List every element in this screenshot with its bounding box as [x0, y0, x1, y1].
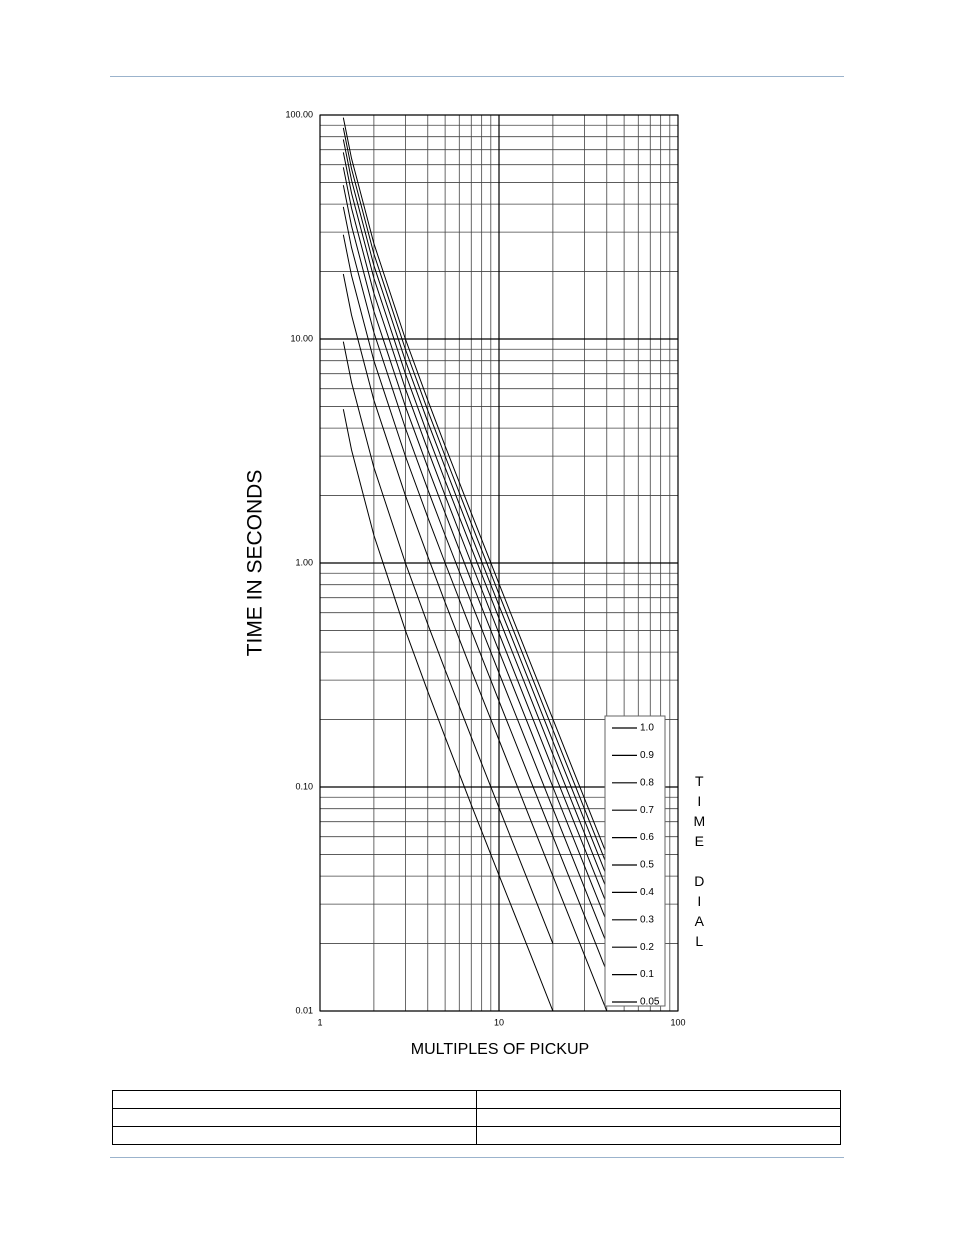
y-tick-label: 1.00	[295, 557, 313, 567]
footer-table	[112, 1090, 841, 1145]
curve	[342, 117, 608, 855]
legend-label: 1.0	[640, 723, 654, 734]
x-tick-label: 10	[494, 1017, 504, 1027]
grid	[319, 114, 679, 1012]
x-tick-label: 1	[317, 1017, 322, 1027]
footer-rule	[110, 1157, 844, 1158]
curve	[342, 185, 608, 923]
legend-label: 0.7	[640, 805, 654, 816]
legend-label: 0.2	[640, 942, 654, 953]
cell	[112, 1090, 477, 1109]
legend-label: 0.8	[640, 777, 654, 788]
x-tick-label: 100	[670, 1017, 685, 1027]
legend-label: 0.3	[640, 914, 654, 925]
y-axis-label: TIME IN SECONDS	[244, 470, 267, 657]
cell	[112, 1126, 477, 1145]
legend: 1.0 0.9 0.8 0.7 0.6 0.5 0.4 0.3 0.2 0.1 0.05	[604, 715, 666, 1008]
curve	[342, 273, 608, 1011]
y-tick-label: 0.10	[295, 781, 313, 791]
legend-label: 0.5	[640, 860, 654, 871]
chart: TIME IN SECONDS MULTIPLES OF PICKUP TIME…	[244, 109, 708, 1058]
cell	[476, 1108, 841, 1127]
y-tick-label: 0.01	[295, 1005, 313, 1015]
cell	[112, 1108, 477, 1127]
y-tick-label: 100.00	[285, 109, 313, 119]
legend-label: 0.6	[640, 832, 654, 843]
legend-title: TIME DIAL	[691, 773, 707, 953]
curve	[342, 167, 608, 905]
curves	[342, 117, 608, 1011]
legend-label: 0.9	[640, 750, 654, 761]
legend-label: 0.4	[640, 887, 654, 898]
legend-label: 0.05	[640, 997, 660, 1008]
curve	[342, 127, 608, 865]
cell	[476, 1126, 841, 1145]
curve	[342, 139, 608, 877]
curve	[342, 152, 608, 890]
curve	[342, 234, 608, 972]
cell	[476, 1090, 841, 1109]
header-rule	[110, 76, 844, 77]
legend-box	[604, 715, 666, 1007]
curve	[342, 341, 554, 944]
y-tick-label: 10.00	[290, 333, 313, 343]
curve	[342, 206, 608, 944]
legend-label: 0.1	[640, 969, 654, 980]
x-axis-label: MULTIPLES OF PICKUP	[411, 1041, 589, 1058]
curve	[342, 409, 554, 1011]
